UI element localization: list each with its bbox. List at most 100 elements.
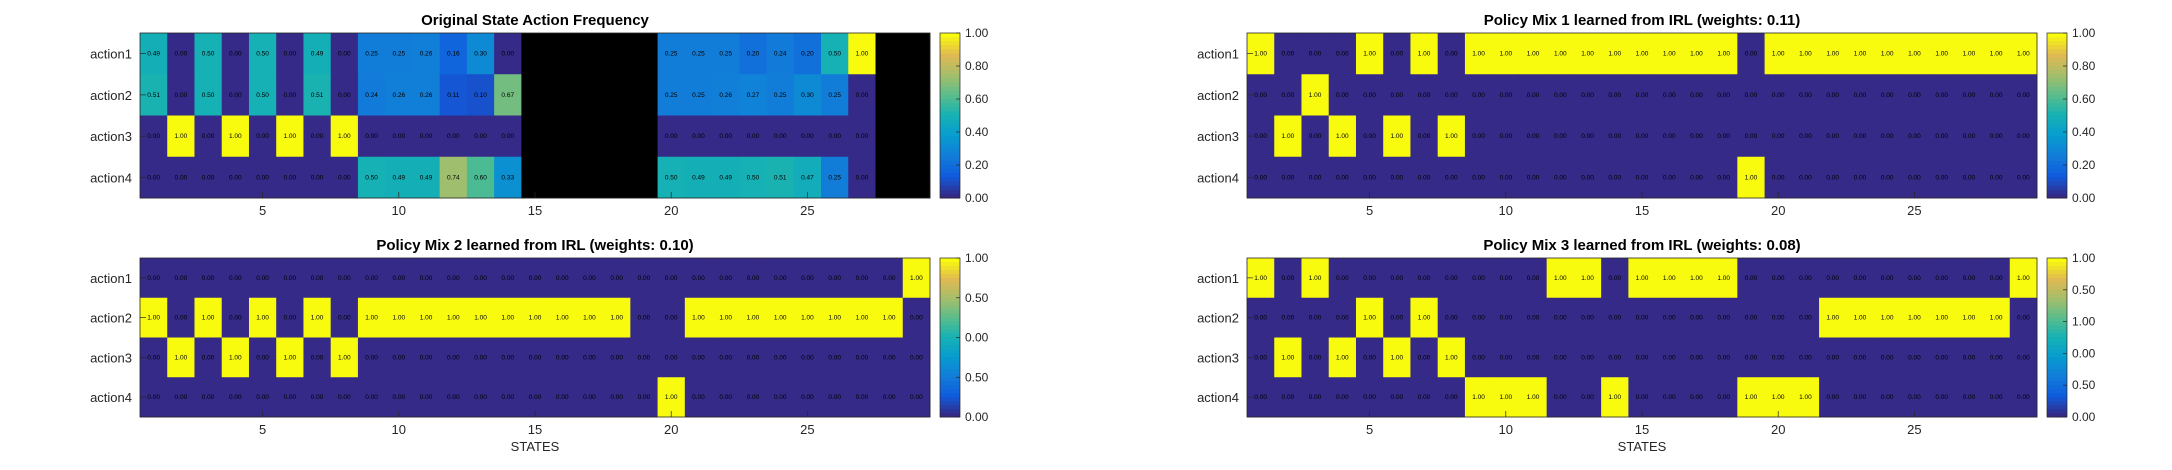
heatmap-cell xyxy=(603,377,631,418)
colorbar-segment xyxy=(940,119,960,125)
heatmap-cell xyxy=(1791,33,1820,75)
cell-value-label: 0.00 xyxy=(610,354,623,361)
heatmap-cell xyxy=(1301,156,1330,199)
heatmap-cell xyxy=(2009,33,2038,75)
cell-value-label: 0.00 xyxy=(338,315,351,322)
cell-value-label: 0.00 xyxy=(420,133,433,140)
colorbar-segment xyxy=(2047,37,2067,42)
cell-value-label: 0.50 xyxy=(747,174,760,181)
heatmap-cell xyxy=(1519,258,1548,299)
heatmap-cell xyxy=(248,377,277,418)
heatmap-cell xyxy=(357,297,386,338)
heatmap-cell xyxy=(902,115,931,158)
heatmap-cell xyxy=(575,74,604,116)
heatmap-cell xyxy=(902,258,931,299)
cell-value-label: 0.00 xyxy=(1717,394,1730,401)
heatmap-cell xyxy=(1301,74,1330,116)
cell-value-label: 0.00 xyxy=(529,394,542,401)
heatmap-cell xyxy=(793,156,822,199)
cell-value-label: 1.00 xyxy=(610,315,623,322)
heatmap-cell xyxy=(494,337,522,378)
heatmap-cell xyxy=(575,258,604,299)
cell-value-label: 0.00 xyxy=(1881,174,1894,181)
heatmap-cell xyxy=(385,33,413,75)
heatmap-cell xyxy=(1791,297,1820,338)
heatmap-cell xyxy=(712,377,740,418)
cell-value-label: 1.00 xyxy=(1581,51,1594,58)
colorbar-tick-label: 0.00 xyxy=(2072,346,2096,360)
heatmap-cell xyxy=(793,74,822,116)
colorbar-segment xyxy=(2047,103,2067,108)
cell-value-label: 0.00 xyxy=(1309,174,1322,181)
cell-value-label: 0.00 xyxy=(801,133,814,140)
cell-value-label: 1.00 xyxy=(175,133,188,140)
colorbar-segment xyxy=(2047,148,2067,154)
cell-value-label: 0.00 xyxy=(501,133,514,140)
heatmap-cell xyxy=(1492,33,1520,75)
colorbar-segment xyxy=(940,301,960,307)
cell-value-label: 0.00 xyxy=(801,394,814,401)
heatmap-cell xyxy=(1601,297,1629,338)
cell-value-label: 1.00 xyxy=(801,315,814,322)
cell-value-label: 0.51 xyxy=(311,92,324,99)
chart-title: Original State Action Frequency xyxy=(421,12,649,29)
heatmap-cell xyxy=(1710,115,1738,158)
cell-value-label: 0.00 xyxy=(665,315,678,322)
heatmap-cell xyxy=(603,297,631,338)
colorbar-segment xyxy=(2047,337,2067,342)
heatmap-cell xyxy=(2009,377,2038,418)
heatmap-cell xyxy=(385,337,413,378)
cell-value-label: 1.00 xyxy=(1990,51,2003,58)
colorbar-segment xyxy=(940,341,960,346)
heatmap-cell xyxy=(1710,156,1738,199)
heatmap-cell xyxy=(357,156,386,199)
cell-value-label: 0.00 xyxy=(147,394,160,401)
cell-value-label: 0.25 xyxy=(365,51,378,58)
cell-value-label: 0.00 xyxy=(774,133,787,140)
cell-value-label: 0.00 xyxy=(747,354,760,361)
heatmap-cell xyxy=(167,377,195,418)
cell-value-label: 0.25 xyxy=(665,51,678,58)
heatmap-cell xyxy=(848,156,876,199)
heatmap-cell xyxy=(1328,297,1357,338)
cell-value-label: 0.00 xyxy=(1418,354,1431,361)
cell-value-label: 0.25 xyxy=(719,51,732,58)
cell-value-label: 0.51 xyxy=(774,174,787,181)
heatmap-cell xyxy=(1982,115,2011,158)
heatmap-cell xyxy=(1737,297,1765,338)
heatmap-cell xyxy=(821,337,849,378)
heatmap-cell xyxy=(357,115,386,158)
cell-value-label: 0.00 xyxy=(1581,394,1594,401)
cell-value-label: 1.00 xyxy=(1445,354,1458,361)
cell-value-label: 1.00 xyxy=(556,315,569,322)
cell-value-label: 0.00 xyxy=(1908,92,1921,99)
cell-value-label: 0.00 xyxy=(1254,394,1267,401)
heatmap-cell xyxy=(412,297,441,338)
heatmap-cell xyxy=(1900,297,1929,338)
cell-value-label: 0.49 xyxy=(392,174,405,181)
heatmap-cell xyxy=(821,33,849,75)
heatmap-cell xyxy=(1764,33,1793,75)
cell-value-label: 0.00 xyxy=(1282,315,1295,322)
heatmap-cell xyxy=(712,74,740,116)
heatmap-cell xyxy=(575,377,604,418)
cell-value-label: 0.00 xyxy=(1336,275,1349,282)
heatmap-cell xyxy=(330,74,359,116)
heatmap-cell xyxy=(1274,74,1302,116)
heatmap-cell xyxy=(1328,377,1357,418)
heatmap-cell xyxy=(1573,33,1602,75)
colorbar-tick-label: 0.80 xyxy=(2072,59,2096,73)
colorbar-segment xyxy=(940,357,960,362)
colorbar-segment xyxy=(940,82,960,88)
heatmap-cell xyxy=(385,115,413,158)
cell-value-label: 0.00 xyxy=(1254,354,1267,361)
cell-value-label: 0.00 xyxy=(692,133,705,140)
heatmap-cell xyxy=(1464,115,1493,158)
colorbar-segment xyxy=(2047,74,2067,79)
colorbar-segment xyxy=(940,373,960,378)
cell-value-label: 0.00 xyxy=(556,394,569,401)
heatmap-cell xyxy=(1546,156,1575,199)
heatmap-cell xyxy=(1655,115,1684,158)
cell-value-label: 0.00 xyxy=(474,275,487,282)
cell-value-label: 1.00 xyxy=(311,315,324,322)
